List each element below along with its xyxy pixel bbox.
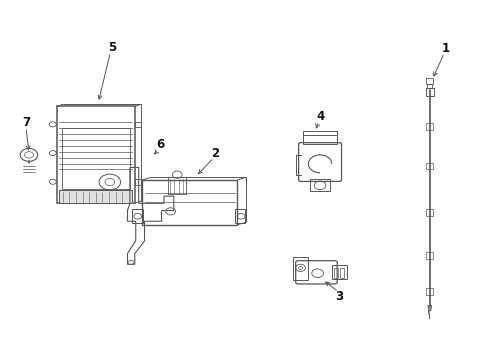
Text: 4: 4 [315,110,324,123]
Bar [339,267,343,278]
Text: 6: 6 [156,138,164,151]
Text: 2: 2 [211,147,219,159]
Bar [331,265,346,279]
Text: 5: 5 [107,41,116,54]
Text: 3: 3 [335,290,343,303]
Bar [425,88,433,96]
Bar [426,123,432,130]
Bar [167,177,186,194]
Bar [293,257,307,280]
Bar [333,267,337,278]
Bar [57,107,135,203]
Text: 7: 7 [22,116,30,129]
Bar [427,84,431,88]
Bar [310,179,329,191]
Bar [132,210,143,223]
Bar [135,179,141,185]
Polygon shape [427,306,431,319]
Bar [61,128,130,189]
Bar [303,135,336,144]
Bar [426,252,432,259]
Bar [59,190,132,203]
Bar [426,288,432,295]
Bar [426,163,432,169]
Bar [426,210,432,216]
Text: 1: 1 [441,41,448,54]
Bar [426,78,432,84]
Bar [234,210,245,223]
Bar [135,122,141,127]
Bar [142,180,237,225]
